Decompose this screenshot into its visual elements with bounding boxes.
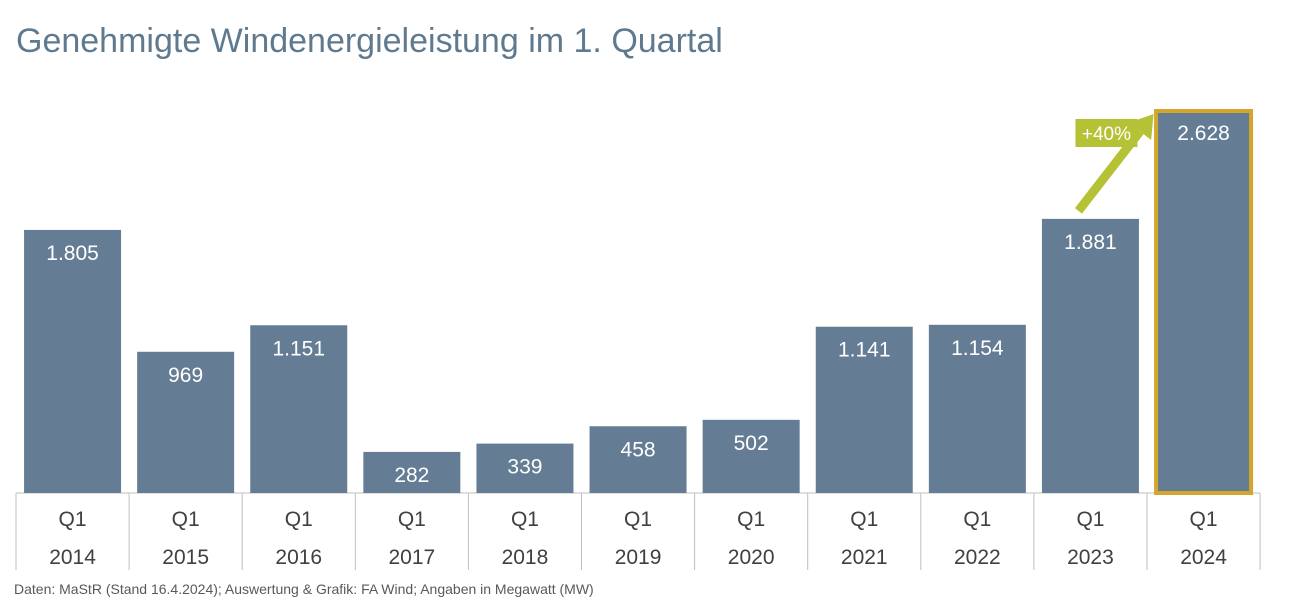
- tick-label-quarter: Q1: [511, 508, 539, 531]
- tick-label-year: 2023: [1067, 546, 1114, 569]
- tick-label-quarter: Q1: [737, 508, 765, 531]
- growth-badge: [1075, 119, 1138, 147]
- bar-2019: [589, 426, 687, 493]
- bar-2020: [702, 419, 800, 493]
- bar-2023: [1041, 218, 1139, 493]
- source-note: Daten: MaStR (Stand 16.4.2024); Auswertu…: [14, 581, 594, 597]
- tick-label-year: 2020: [728, 546, 775, 569]
- bar-2018: [476, 443, 574, 493]
- value-label: 458: [621, 438, 656, 461]
- tick-label-quarter: Q1: [963, 508, 991, 531]
- tick-label-year: 2018: [502, 546, 549, 569]
- tick-label-quarter: Q1: [398, 508, 426, 531]
- bar-series: [24, 109, 1254, 495]
- bar-2017: [363, 451, 461, 493]
- tick-label-year: 2017: [388, 546, 435, 569]
- value-label: 282: [394, 464, 429, 487]
- value-label: 1.805: [46, 242, 99, 265]
- value-label: 1.881: [1064, 231, 1117, 254]
- growth-annotation: +40%: [1074, 114, 1154, 214]
- growth-arrow-head: [1129, 114, 1154, 140]
- tick-label-year: 2015: [162, 546, 209, 569]
- bar-2021: [815, 326, 913, 493]
- tick-label-year: 2024: [1180, 546, 1227, 569]
- value-label: 1.141: [838, 339, 891, 362]
- tick-label-quarter: Q1: [1190, 508, 1218, 531]
- growth-badge-label: +40%: [1082, 124, 1131, 145]
- bar-2024: [1154, 109, 1254, 495]
- tick-label-year: 2022: [954, 546, 1001, 569]
- value-labels: 1.805 969 1.151 282 339 458 502 1.141 1.154 1.881…: [46, 122, 1230, 487]
- tick-label-quarter: Q1: [172, 508, 200, 531]
- bar-2016: [250, 325, 348, 493]
- bar-2014: [24, 229, 122, 493]
- tick-label-quarter: Q1: [59, 508, 87, 531]
- value-label: 339: [507, 456, 542, 479]
- value-label: 969: [168, 364, 203, 387]
- category-axis: Q1 2014 Q1 2015 Q1 2016 Q1 2017 Q1 2018 Q1 2019 Q1 20…: [49, 508, 1227, 569]
- tick-label-year: 2019: [615, 546, 662, 569]
- tick-label-quarter: Q1: [285, 508, 313, 531]
- chart-title: Genehmigte Windenergieleistung im 1. Qua…: [16, 22, 723, 60]
- value-label: 502: [734, 432, 769, 455]
- tick-label-quarter: Q1: [850, 508, 878, 531]
- bar-2022: [928, 324, 1026, 493]
- tick-label-year: 2016: [275, 546, 322, 569]
- tick-label-quarter: Q1: [1076, 508, 1104, 531]
- value-label: 1.154: [951, 337, 1004, 360]
- value-label: 1.151: [272, 337, 325, 360]
- bar-2015: [137, 351, 235, 493]
- value-label: 2.628: [1177, 122, 1230, 145]
- tick-label-year: 2021: [841, 546, 888, 569]
- tick-label-quarter: Q1: [624, 508, 652, 531]
- tick-label-year: 2014: [49, 546, 96, 569]
